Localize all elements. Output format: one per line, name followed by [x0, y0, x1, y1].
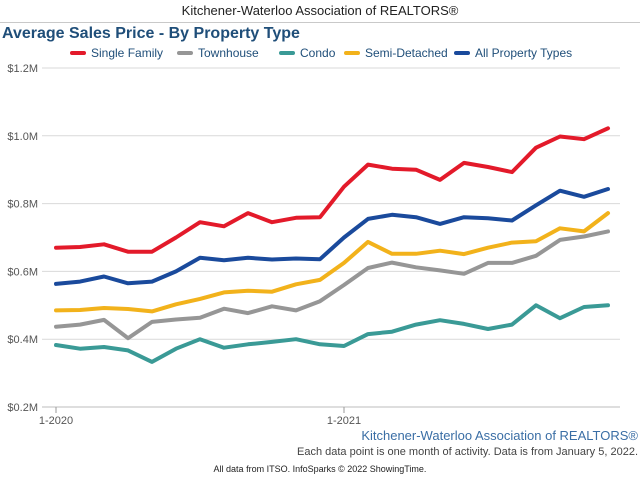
- y-tick-label: $0.2M: [7, 402, 38, 414]
- legend-swatch: [344, 51, 360, 55]
- series-line-single-family: [54, 126, 610, 254]
- x-tick-label: 1-2021: [327, 415, 361, 427]
- legend-label: Townhouse: [198, 46, 259, 60]
- legend-label: Condo: [300, 46, 336, 60]
- footer-note: Each data point is one month of activity…: [297, 446, 638, 458]
- footer-source[interactable]: Kitchener-Waterloo Association of REALTO…: [361, 428, 638, 443]
- header-organization: Kitchener-Waterloo Association of REALTO…: [0, 0, 640, 23]
- chart-title: Average Sales Price - By Property Type: [2, 25, 300, 42]
- x-tick-label: 1-2020: [39, 415, 73, 427]
- y-tick-label: $0.8M: [7, 199, 38, 211]
- legend-swatch: [177, 51, 193, 55]
- legend-swatch: [279, 51, 295, 55]
- series-line-all-property-types: [54, 187, 610, 286]
- y-tick-label: $0.4M: [7, 334, 38, 346]
- legend-swatch: [70, 51, 86, 55]
- legend-label: Single Family: [91, 46, 164, 60]
- legend-label: Semi-Detached: [365, 46, 448, 60]
- legend-label: All Property Types: [475, 46, 573, 60]
- series-line-townhouse: [54, 229, 610, 341]
- y-tick-label: $0.6M: [7, 266, 38, 278]
- footer-credit: All data from ITSO. InfoSparks © 2022 Sh…: [213, 464, 427, 474]
- legend-swatch: [454, 51, 470, 55]
- series-line-condo: [54, 303, 610, 364]
- y-tick-label: $1.0M: [7, 131, 38, 143]
- series-line-semi-detached: [54, 211, 610, 314]
- y-tick-label: $1.2M: [7, 63, 38, 75]
